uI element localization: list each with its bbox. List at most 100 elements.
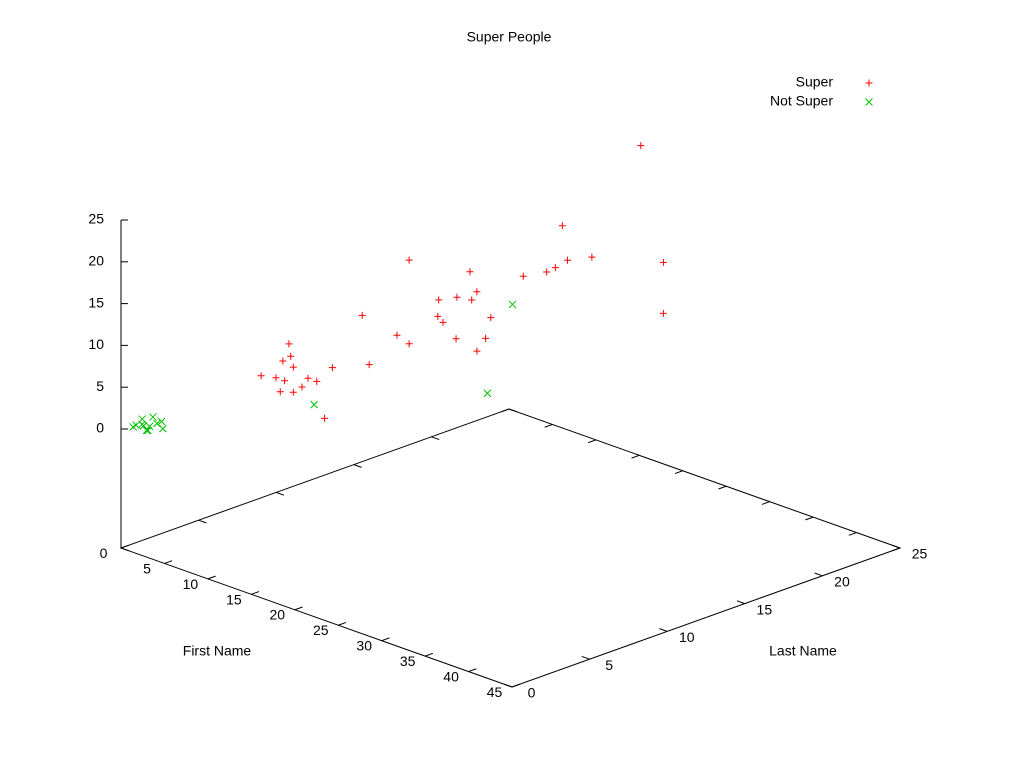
point (558, 222, 566, 230)
point (153, 419, 161, 428)
point (405, 340, 413, 348)
x-tick (501, 408, 510, 413)
x-tick (587, 439, 597, 444)
point (434, 312, 442, 320)
x-tick (761, 501, 770, 505)
point (149, 413, 157, 421)
legend-label: Not Super (770, 93, 833, 109)
point (466, 268, 474, 276)
x-tick-label: 15 (226, 591, 242, 607)
x-tick-label: 20 (270, 607, 286, 623)
x-tick-label: 0 (100, 545, 108, 561)
point (453, 293, 461, 301)
x-tick (718, 485, 727, 490)
point (482, 334, 490, 342)
y-tick (736, 600, 745, 605)
point (310, 400, 319, 409)
z-tick-label: 0 (96, 420, 104, 436)
legend-label: Super (796, 74, 834, 90)
point (279, 357, 287, 365)
y-tick-label: 25 (912, 546, 928, 562)
point (157, 417, 166, 426)
point (276, 388, 284, 396)
point (393, 331, 401, 339)
x-tick (207, 575, 216, 580)
point (508, 300, 517, 309)
x-tick-label: 30 (356, 638, 372, 654)
point (483, 389, 492, 398)
point (473, 347, 481, 355)
x-tick-label: 5 (143, 560, 151, 576)
x-tick-label: 35 (400, 653, 416, 669)
point (551, 264, 559, 272)
point (543, 268, 551, 276)
x-tick (892, 547, 901, 552)
point (588, 253, 596, 261)
point (289, 363, 297, 371)
point (313, 377, 321, 385)
point (298, 383, 306, 391)
point (405, 256, 413, 264)
x-tick (424, 652, 434, 657)
point (435, 296, 443, 304)
x-tick (511, 683, 520, 688)
point (473, 288, 481, 296)
point (487, 314, 495, 322)
y-tick-label: 20 (834, 573, 850, 589)
x-tick (164, 560, 173, 564)
point (289, 388, 297, 396)
point (281, 377, 289, 385)
point (452, 335, 460, 343)
y-tick (431, 436, 440, 441)
point (272, 374, 280, 382)
y-tick (581, 655, 590, 660)
point (257, 372, 265, 380)
z-tick-label: 20 (88, 253, 104, 269)
x-tick-label: 40 (443, 669, 459, 685)
point (132, 421, 140, 430)
point (285, 340, 293, 348)
x-tick (294, 606, 303, 611)
y-tick (508, 408, 517, 413)
y-tick (198, 519, 207, 524)
point (564, 256, 572, 264)
x-tick-label: 10 (183, 576, 199, 592)
point (358, 311, 366, 319)
point (144, 426, 152, 435)
y-tick-label: 15 (757, 601, 773, 617)
y-tick-label: 0 (528, 685, 536, 701)
y-tick (659, 628, 668, 632)
point (287, 352, 295, 360)
legend-marker (865, 79, 873, 87)
point (145, 422, 154, 431)
point (328, 364, 336, 372)
point (439, 318, 447, 326)
point (468, 296, 476, 304)
y-tick (353, 464, 362, 468)
y-tick (892, 544, 901, 549)
y-tick (814, 572, 823, 577)
x-tick (468, 668, 477, 673)
point (304, 374, 312, 382)
x-tick (674, 470, 683, 475)
z-tick-label: 5 (96, 378, 104, 394)
x-tick (544, 423, 553, 428)
point (142, 426, 151, 435)
point (321, 414, 329, 422)
y-axis-label: Last Name (769, 643, 837, 659)
x-tick-label: 45 (487, 684, 503, 700)
y-tick (504, 683, 513, 688)
x-tick (120, 544, 129, 549)
point (365, 361, 373, 369)
z-tick-label: 15 (88, 294, 104, 310)
x-tick (381, 637, 390, 642)
z-tick-label: 25 (88, 211, 104, 227)
legend-marker (865, 98, 873, 106)
chart-title: Super People (467, 29, 552, 45)
x-tick-label: 25 (313, 622, 329, 638)
y-tick-label: 10 (679, 629, 695, 645)
point (659, 309, 667, 317)
point (159, 424, 167, 433)
